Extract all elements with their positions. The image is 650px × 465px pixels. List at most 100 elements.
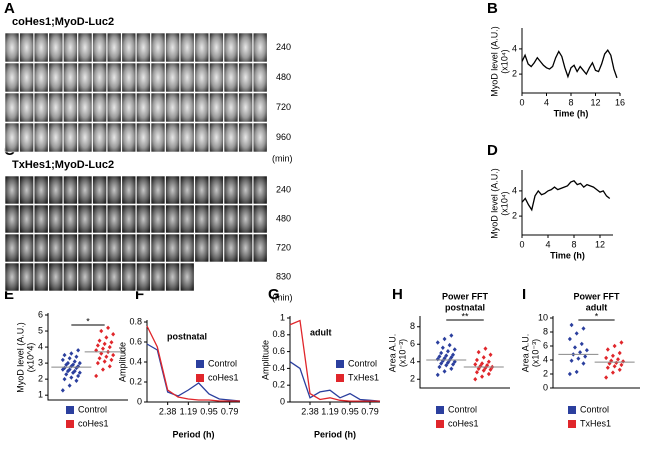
x-axis-label: Period (h)	[173, 429, 215, 439]
data-point	[74, 354, 79, 359]
image-tile	[106, 62, 122, 93]
image-tile	[121, 92, 137, 123]
image-tile	[179, 122, 195, 153]
data-point	[442, 336, 447, 342]
x-tick-label: 2.38	[301, 406, 319, 416]
legend-swatch	[568, 420, 576, 428]
data-point	[97, 356, 102, 361]
image-tile	[194, 122, 210, 153]
image-tile	[77, 233, 93, 263]
data-point	[71, 362, 76, 367]
data-point	[610, 370, 615, 375]
image-tile	[150, 122, 166, 153]
y-axis-unit: (x10⁻³)	[397, 339, 407, 367]
image-tile	[48, 262, 64, 292]
data-point	[111, 332, 116, 337]
y-tick-label: 5	[38, 325, 43, 335]
data-point	[60, 388, 65, 393]
y-axis-label: Amplitude	[117, 342, 127, 382]
image-tile	[33, 175, 49, 205]
data-point	[447, 342, 452, 348]
image-tile	[150, 233, 166, 263]
image-tile	[19, 262, 34, 292]
image-tile	[63, 204, 78, 234]
image-tile	[223, 175, 239, 205]
axis-line	[419, 316, 510, 389]
image-tile	[238, 204, 253, 234]
data-point	[480, 374, 485, 379]
image-tile	[19, 233, 34, 263]
data-point	[481, 355, 486, 360]
image-tile	[194, 32, 210, 63]
data-point	[107, 364, 112, 369]
time-label: 960	[276, 132, 291, 142]
data-point	[481, 368, 486, 373]
data-point	[578, 350, 583, 355]
data-point	[567, 371, 572, 377]
y-axis-unit: (x10^4)	[25, 343, 35, 373]
panel-letter: F	[135, 286, 144, 303]
y-axis-label: MyoD level (A.U.)	[489, 168, 499, 239]
data-point	[605, 365, 610, 370]
image-tile	[121, 233, 137, 263]
line	[146, 325, 240, 402]
data-point	[473, 377, 478, 382]
image-tile	[92, 204, 107, 234]
data-point	[488, 367, 493, 372]
y-axis-unit: (x10⁴)	[499, 49, 509, 73]
x-axis-label: Time (h)	[550, 250, 585, 260]
image-tile	[136, 32, 151, 63]
image-tile	[252, 204, 268, 234]
x-tick-label: 1.19	[180, 406, 198, 416]
data-point	[99, 351, 104, 356]
chart-title: Power FFT	[442, 291, 489, 301]
data-point	[95, 343, 100, 348]
x-axis-label: Period (h)	[314, 429, 356, 439]
y-tick-label: 4	[512, 185, 517, 195]
x-tick-label: 12	[595, 239, 605, 249]
data-point	[488, 352, 493, 357]
y-tick-label: 10	[538, 312, 548, 322]
data-point	[474, 357, 479, 363]
data-point	[616, 357, 621, 362]
image-tile	[63, 122, 78, 153]
data-point	[610, 353, 615, 359]
image-tile	[136, 204, 151, 234]
image-tile	[33, 62, 49, 93]
time-unit: (min)	[272, 292, 293, 302]
panel-letter: A	[4, 0, 15, 17]
time-label: 480	[276, 72, 291, 82]
y-axis-unit: (x10⁴)	[499, 191, 509, 215]
image-tile	[165, 62, 180, 93]
image-tile	[63, 62, 78, 93]
data-point	[435, 372, 440, 378]
data-point	[107, 344, 112, 350]
chart-title: Power FFT	[573, 291, 620, 301]
image-tile	[252, 62, 268, 93]
y-tick-label: 0	[543, 382, 548, 392]
image-tile	[19, 32, 34, 63]
data-point	[69, 375, 74, 380]
data-point	[579, 341, 584, 347]
data-point	[72, 368, 77, 374]
y-tick-label: 0.2	[129, 376, 142, 386]
y-tick-label: 2	[543, 368, 548, 378]
image-tile	[106, 262, 122, 292]
image-tile	[179, 175, 195, 205]
axis-line	[47, 313, 128, 401]
data-point	[617, 350, 622, 356]
data-point	[99, 328, 104, 334]
image-tile	[19, 62, 34, 93]
image-tile	[77, 204, 93, 234]
image-tile	[136, 175, 151, 205]
image-tile	[92, 175, 107, 205]
data-point	[480, 361, 485, 366]
image-tile	[238, 233, 253, 263]
image-tile	[136, 233, 151, 263]
y-tick-label: 4	[38, 341, 43, 351]
image-tile	[209, 32, 224, 63]
image-tile	[77, 175, 93, 205]
line	[521, 180, 611, 212]
image-tile	[136, 262, 151, 292]
image-tile	[252, 92, 268, 123]
